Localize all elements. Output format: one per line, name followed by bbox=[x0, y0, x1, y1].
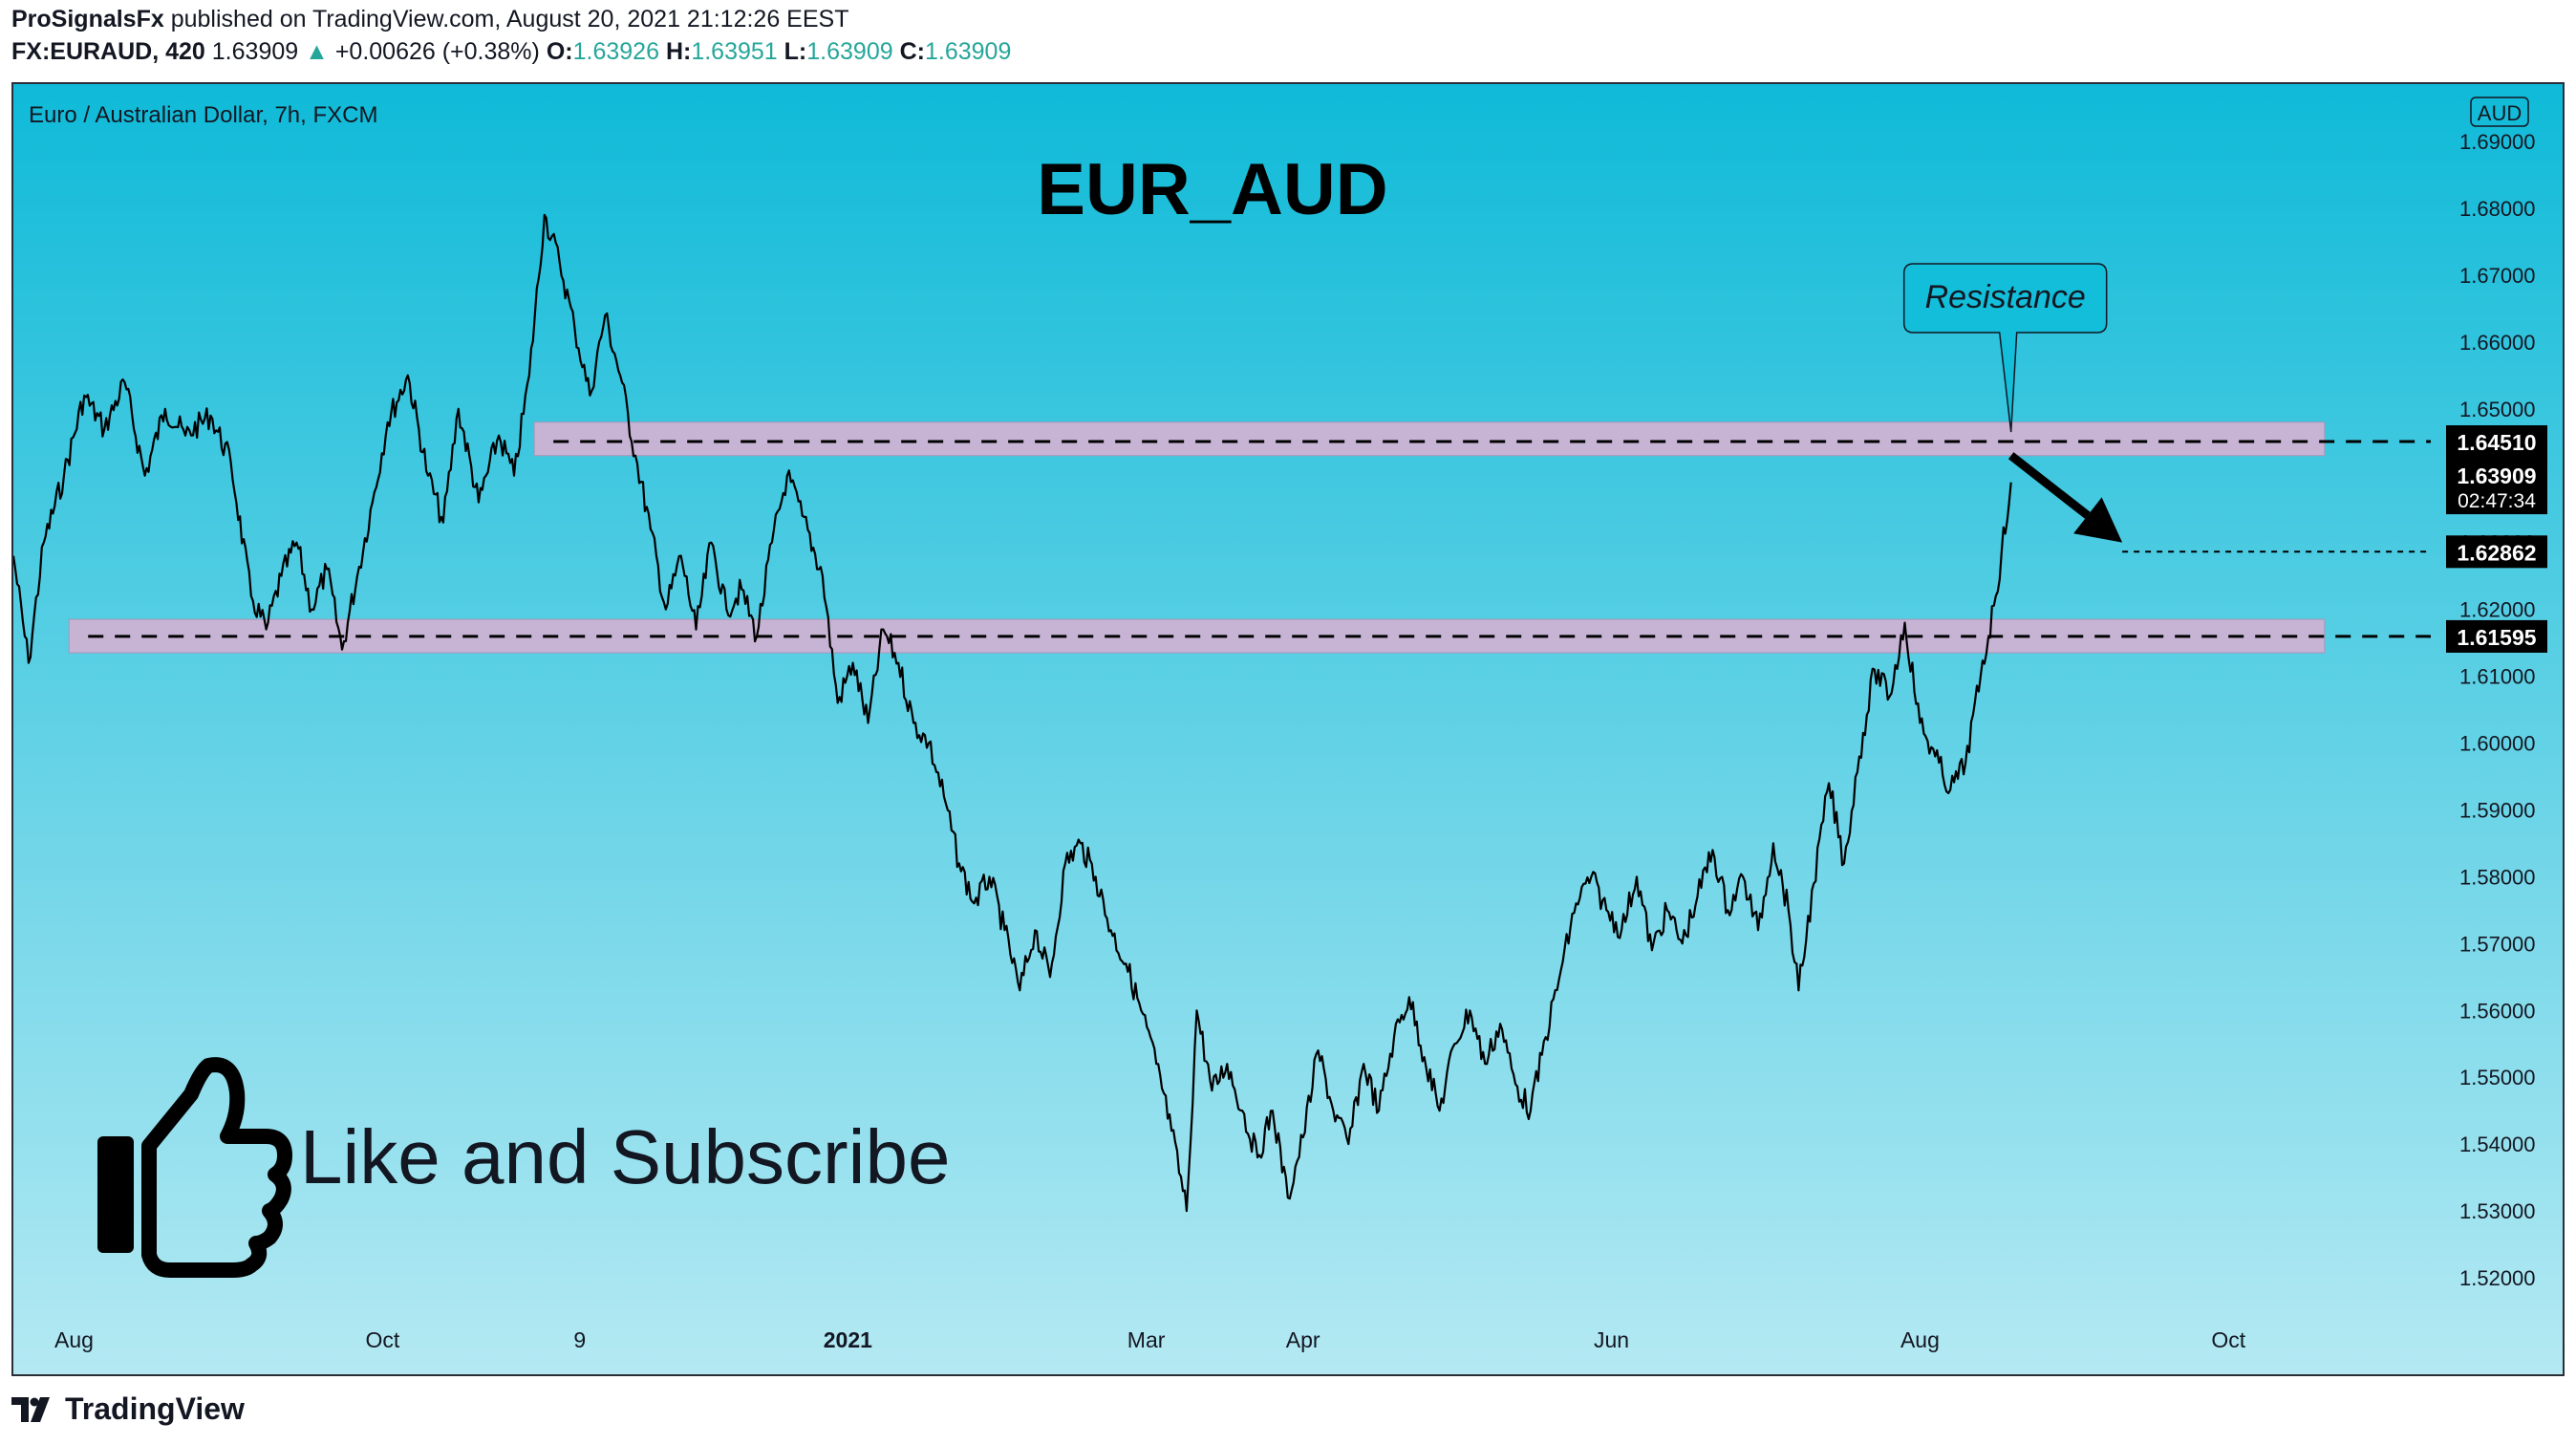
thumbs-up-icon[interactable] bbox=[97, 1057, 292, 1278]
y-tick-label-0: 1.52000 bbox=[2459, 1266, 2536, 1290]
y-tick-label-1: 1.53000 bbox=[2459, 1199, 2536, 1223]
y-tick-label-4: 1.56000 bbox=[2459, 999, 2536, 1023]
currency-badge[interactable] bbox=[2470, 97, 2529, 127]
level-price-tag-2[interactable] bbox=[2446, 535, 2547, 569]
y-tick-label-9: 1.61000 bbox=[2459, 665, 2536, 689]
y-tick-label-2: 1.54000 bbox=[2459, 1132, 2536, 1156]
resistance-callout[interactable] bbox=[1902, 263, 2108, 433]
instrument-label: Euro / Australian Dollar, 7h, FXCM bbox=[29, 102, 377, 128]
forecast-arrow-head[interactable] bbox=[2073, 497, 2123, 543]
x-tick-label-7: Aug bbox=[1900, 1327, 1940, 1352]
level-price-tag-0[interactable] bbox=[2446, 425, 2547, 459]
x-tick-label-3: 2021 bbox=[824, 1327, 872, 1352]
y-tick-label-14: 1.66000 bbox=[2459, 331, 2536, 355]
symbol-label[interactable]: FX:EURAUD, 420 bbox=[11, 38, 205, 65]
change-arrow-icon: ▲ bbox=[305, 38, 329, 65]
x-tick-label-0: Aug bbox=[54, 1327, 94, 1352]
countdown-label: 02:47:34 bbox=[2458, 490, 2536, 512]
level-price-tag-1[interactable] bbox=[2446, 619, 2547, 653]
publisher-name[interactable]: ProSignalsFx bbox=[11, 6, 164, 32]
y-tick-label-8: 1.60000 bbox=[2459, 731, 2536, 755]
x-tick-label-6: Jun bbox=[1594, 1327, 1629, 1352]
open-label: O: bbox=[546, 38, 573, 65]
y-tick-label-6: 1.58000 bbox=[2459, 865, 2536, 889]
overlay-text: Like and Subscribe bbox=[300, 1114, 950, 1199]
low-value: 1.63909 bbox=[806, 38, 893, 65]
published-text: published on TradingView.com, August 20,… bbox=[170, 6, 849, 32]
forecast-arrow-shaft[interactable] bbox=[2007, 452, 2091, 519]
chart-panel[interactable]: Resistance EUR_AUD Euro / Australian Dolla… bbox=[11, 82, 2565, 1376]
price-change: +0.00626 (+0.38%) bbox=[334, 38, 540, 65]
level-price-label-1: 1.61595 bbox=[2457, 625, 2536, 650]
level-price-label-2: 1.62862 bbox=[2457, 540, 2536, 565]
tradingview-logo-icon bbox=[11, 1396, 50, 1422]
resistance-callout-text: Resistance bbox=[1925, 279, 2086, 315]
footer-brand-text: TradingView bbox=[65, 1391, 245, 1426]
y-tick-label-15: 1.67000 bbox=[2459, 264, 2536, 288]
y-tick-label-13: 1.65000 bbox=[2459, 398, 2536, 421]
current-price-tag[interactable] bbox=[2446, 457, 2547, 515]
x-tick-label-2: 9 bbox=[573, 1327, 586, 1352]
close-value: 1.63909 bbox=[924, 38, 1012, 65]
x-tick-label-5: Apr bbox=[1286, 1327, 1320, 1352]
y-tick-label-5: 1.57000 bbox=[2459, 932, 2536, 956]
tradingview-brand[interactable]: TradingView bbox=[11, 1391, 245, 1427]
price-series-line[interactable] bbox=[13, 213, 2012, 1213]
close-label: C: bbox=[899, 38, 925, 65]
high-label: H: bbox=[665, 38, 692, 65]
price-chart[interactable]: Resistance EUR_AUD Euro / Australian Dolla… bbox=[13, 84, 2563, 1374]
y-tick-label-7: 1.59000 bbox=[2459, 798, 2536, 822]
zone-0[interactable] bbox=[533, 421, 2326, 457]
level-price-label-0: 1.64510 bbox=[2457, 430, 2536, 455]
currency-badge-label: AUD bbox=[2478, 101, 2522, 125]
x-tick-label-1: Oct bbox=[365, 1327, 399, 1352]
y-tick-label-10: 1.62000 bbox=[2459, 598, 2536, 622]
publish-info: ProSignalsFx published on TradingView.co… bbox=[11, 6, 848, 33]
last-price: 1.63909 bbox=[211, 38, 299, 65]
x-tick-label-8: Oct bbox=[2211, 1327, 2245, 1352]
high-value: 1.63951 bbox=[691, 38, 778, 65]
chart-background bbox=[13, 84, 2563, 1374]
chart-title: EUR_AUD bbox=[1037, 149, 1387, 230]
low-label: L: bbox=[784, 38, 807, 65]
current-price-label: 1.63909 bbox=[2457, 464, 2536, 488]
x-tick-label-4: Mar bbox=[1127, 1327, 1166, 1352]
open-value: 1.63926 bbox=[572, 38, 659, 65]
y-tick-label-16: 1.68000 bbox=[2459, 197, 2536, 221]
y-tick-label-17: 1.69000 bbox=[2459, 130, 2536, 154]
y-tick-label-3: 1.55000 bbox=[2459, 1066, 2536, 1089]
symbol-info: FX:EURAUD, 420 1.63909 ▲ +0.00626 (+0.38… bbox=[11, 38, 1011, 66]
